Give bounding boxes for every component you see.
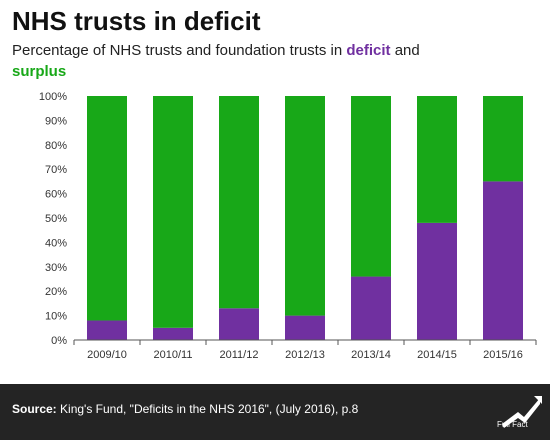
chart-title: NHS trusts in deficit [12,6,261,36]
y-tick-label: 30% [45,262,67,274]
source-note: Source: King's Fund, "Deficits in the NH… [12,402,358,416]
x-tick-label: 2012/13 [285,349,325,361]
y-tick-label: 90% [45,115,67,127]
bar-surplus [351,96,391,277]
y-tick-label: 60% [45,189,67,201]
bar-deficit [483,181,523,340]
y-tick-label: 0% [51,335,67,347]
bar-surplus [219,96,259,309]
y-tick-label: 20% [45,286,67,298]
bar-deficit [351,276,391,340]
source-text: King's Fund, "Deficits in the NHS 2016",… [56,402,359,416]
y-tick-label: 100% [39,91,67,103]
subtitle-and: and [390,42,420,59]
bar-deficit [219,308,259,340]
x-tick-label: 2015/16 [483,349,523,361]
y-tick-label: 40% [45,237,67,249]
x-tick-label: 2010/11 [154,349,193,361]
bar-deficit [285,315,325,340]
subtitle-deficit-keyword: deficit [346,42,391,59]
subtitle-surplus-keyword: surplus [12,63,67,80]
source-label: Source: [12,402,57,416]
bar-surplus [285,96,325,316]
footer-bar: Source: King's Fund, "Deficits in the NH… [0,384,550,440]
subtitle-prefix: Percentage of NHS trusts and foundation … [12,42,347,59]
y-tick-label: 10% [45,311,67,323]
full-fact-logo-icon [502,396,542,428]
bar-deficit [417,222,457,340]
y-tick-label: 80% [45,140,67,152]
bar-deficit [87,320,127,340]
x-tick-label: 2014/15 [417,349,457,361]
bar-deficit [153,327,193,340]
x-tick-label: 2011/12 [220,349,259,361]
x-tick-label: 2013/14 [351,349,391,361]
bar-surplus [87,96,127,321]
bar-surplus [483,96,523,182]
x-tick-label: 2009/10 [87,349,127,361]
chart-subtitle: Percentage of NHS trusts and foundation … [12,40,532,82]
bar-surplus [417,96,457,223]
logo-text: Full Fact [497,420,528,429]
y-tick-label: 70% [45,164,67,176]
stacked-bar-chart: 0% 10% 20% 30% 40% 50% 60% 70% 80% 90% 100% 2009/10… [39,91,537,361]
bar-surplus [153,96,193,328]
y-tick-label: 50% [45,213,67,225]
